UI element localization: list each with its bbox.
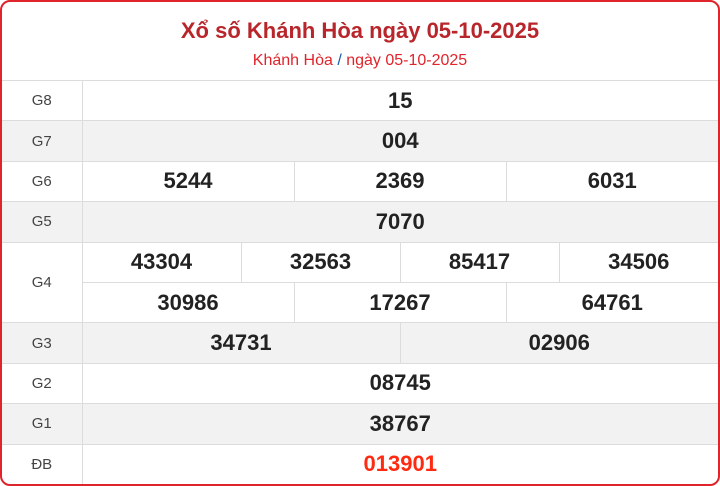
prize-label: G1 <box>2 403 83 445</box>
row-g3: G3 34731 02906 <box>2 322 718 364</box>
breadcrumb-separator: / <box>337 52 342 69</box>
prize-number: 5244 <box>81 160 295 203</box>
prize-label: G8 <box>2 79 83 122</box>
prize-number: 30986 <box>81 281 295 324</box>
prize-number: 004 <box>81 120 718 162</box>
prize-label: G3 <box>2 322 83 364</box>
prize-label: ĐB <box>2 443 83 484</box>
row-special: ĐB 013901 <box>2 443 718 484</box>
prize-number: 2369 <box>293 160 507 203</box>
prize-number: 34731 <box>81 322 401 364</box>
prize-label: G5 <box>2 201 83 243</box>
breadcrumb-date: ngày 05-10-2025 <box>346 52 468 69</box>
prize-number: 85417 <box>399 241 560 283</box>
prize-number: 08745 <box>81 362 718 405</box>
prize-number: 02906 <box>399 322 718 364</box>
prize-number: 64761 <box>505 281 718 324</box>
breadcrumb: Khánh Hòa / ngày 05-10-2025 <box>2 51 718 71</box>
prize-label: G6 <box>2 160 83 203</box>
row-g8: G8 15 <box>2 79 718 122</box>
row-g2: G2 08745 <box>2 362 718 405</box>
prize-number: 34506 <box>558 241 718 283</box>
special-prize-number: 013901 <box>81 443 718 484</box>
prize-number: 6031 <box>505 160 718 203</box>
prize-label: G7 <box>2 120 83 162</box>
prize-number: 15 <box>81 79 718 122</box>
row-g1: G1 38767 <box>2 403 718 445</box>
page-title: Xổ số Khánh Hòa ngày 05-10-2025 <box>180 18 540 43</box>
row-g5: G5 7070 <box>2 201 718 243</box>
prize-label: G4 <box>2 241 83 324</box>
prize-label: G2 <box>2 362 83 405</box>
prize-number: 43304 <box>81 241 242 283</box>
prize-number: 7070 <box>81 201 718 243</box>
row-g4: G4 43304 32563 85417 34506 <box>2 241 718 324</box>
row-g4-b: 30986 17267 64761 <box>2 281 718 324</box>
row-g6: G6 5244 2369 6031 <box>2 160 718 203</box>
results-table: G8 15 G7 004 G6 5244 2369 6031 G5 7070 G… <box>2 79 718 484</box>
prize-number: 32563 <box>240 241 401 283</box>
prize-number: 17267 <box>293 281 507 324</box>
prize-number: 38767 <box>81 403 718 445</box>
breadcrumb-province[interactable]: Khánh Hòa <box>252 52 333 69</box>
row-g7: G7 004 <box>2 120 718 162</box>
